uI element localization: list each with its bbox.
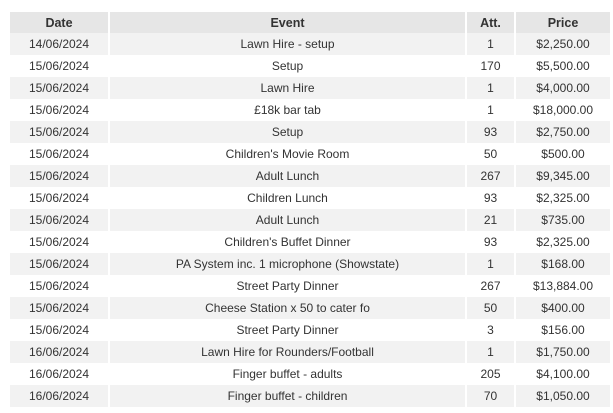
events-table: Date Event Att. Price 14/06/2024 Lawn Hir… bbox=[10, 12, 610, 407]
table-row[interactable]: 15/06/2024 Children's Buffet Dinner 93 $2,3… bbox=[10, 231, 610, 253]
cell-att: 1 bbox=[467, 253, 516, 275]
cell-price: $5,500.00 bbox=[516, 55, 610, 77]
table-row[interactable]: 15/06/2024 £18k bar tab 1 $18,000.00 bbox=[10, 99, 610, 121]
cell-event: Children's Buffet Dinner bbox=[110, 231, 467, 253]
cell-event: Street Party Dinner bbox=[110, 319, 467, 341]
cell-date: 15/06/2024 bbox=[10, 77, 110, 99]
cell-att: 3 bbox=[467, 319, 516, 341]
table-row[interactable]: 15/06/2024 Adult Lunch 21 $735.00 bbox=[10, 209, 610, 231]
cell-event: Lawn Hire - setup bbox=[110, 33, 467, 55]
cell-event: Finger buffet - children bbox=[110, 385, 467, 407]
table-row[interactable]: 15/06/2024 Cheese Station x 50 to cater f… bbox=[10, 297, 610, 319]
cell-price: $18,000.00 bbox=[516, 99, 610, 121]
cell-date: 15/06/2024 bbox=[10, 275, 110, 297]
column-header-price[interactable]: Price bbox=[516, 12, 610, 33]
table-row[interactable]: 15/06/2024 PA System inc. 1 microphone (S… bbox=[10, 253, 610, 275]
cell-event: Lawn Hire bbox=[110, 77, 467, 99]
cell-event: £18k bar tab bbox=[110, 99, 467, 121]
cell-event: Street Party Dinner bbox=[110, 275, 467, 297]
cell-date: 15/06/2024 bbox=[10, 165, 110, 187]
table-row[interactable]: 16/06/2024 Finger buffet - children 70 $1,0… bbox=[10, 385, 610, 407]
cell-att: 93 bbox=[467, 121, 516, 143]
cell-date: 15/06/2024 bbox=[10, 319, 110, 341]
table-row[interactable]: 15/06/2024 Setup 93 $2,750.00 bbox=[10, 121, 610, 143]
table-row[interactable]: 15/06/2024 Children's Movie Room 50 $500.00 bbox=[10, 143, 610, 165]
table-row[interactable]: 15/06/2024 Street Party Dinner 267 $13,884.… bbox=[10, 275, 610, 297]
cell-att: 1 bbox=[467, 99, 516, 121]
table-header: Date Event Att. Price bbox=[10, 12, 610, 33]
cell-date: 16/06/2024 bbox=[10, 363, 110, 385]
cell-att: 1 bbox=[467, 33, 516, 55]
cell-price: $400.00 bbox=[516, 297, 610, 319]
column-header-att[interactable]: Att. bbox=[467, 12, 516, 33]
table-row[interactable]: 14/06/2024 Lawn Hire - setup 1 $2,250.00 bbox=[10, 33, 610, 55]
cell-event: Setup bbox=[110, 55, 467, 77]
cell-att: 21 bbox=[467, 209, 516, 231]
cell-price: $1,750.00 bbox=[516, 341, 610, 363]
table-row[interactable]: 16/06/2024 Finger buffet - adults 205 $4,10… bbox=[10, 363, 610, 385]
cell-att: 50 bbox=[467, 143, 516, 165]
cell-price: $156.00 bbox=[516, 319, 610, 341]
cell-date: 15/06/2024 bbox=[10, 209, 110, 231]
cell-att: 93 bbox=[467, 187, 516, 209]
cell-event: Adult Lunch bbox=[110, 209, 467, 231]
cell-price: $2,750.00 bbox=[516, 121, 610, 143]
cell-price: $168.00 bbox=[516, 253, 610, 275]
cell-event: Adult Lunch bbox=[110, 165, 467, 187]
cell-event: Children's Movie Room bbox=[110, 143, 467, 165]
cell-price: $4,100.00 bbox=[516, 363, 610, 385]
cell-price: $2,325.00 bbox=[516, 187, 610, 209]
header-row: Date Event Att. Price bbox=[10, 12, 610, 33]
events-table-container: Date Event Att. Price 14/06/2024 Lawn Hir… bbox=[10, 12, 610, 407]
cell-date: 16/06/2024 bbox=[10, 341, 110, 363]
cell-date: 15/06/2024 bbox=[10, 231, 110, 253]
cell-price: $9,345.00 bbox=[516, 165, 610, 187]
cell-date: 15/06/2024 bbox=[10, 187, 110, 209]
table-row[interactable]: 16/06/2024 Lawn Hire for Rounders/Footbal… bbox=[10, 341, 610, 363]
cell-event: PA System inc. 1 microphone (Showstate) bbox=[110, 253, 467, 275]
cell-att: 267 bbox=[467, 165, 516, 187]
cell-att: 1 bbox=[467, 77, 516, 99]
cell-date: 15/06/2024 bbox=[10, 143, 110, 165]
cell-att: 70 bbox=[467, 385, 516, 407]
cell-date: 15/06/2024 bbox=[10, 253, 110, 275]
table-row[interactable]: 15/06/2024 Street Party Dinner 3 $156.00 bbox=[10, 319, 610, 341]
table-row[interactable]: 15/06/2024 Children Lunch 93 $2,325.00 bbox=[10, 187, 610, 209]
cell-date: 14/06/2024 bbox=[10, 33, 110, 55]
column-header-date[interactable]: Date bbox=[10, 12, 110, 33]
cell-att: 170 bbox=[467, 55, 516, 77]
cell-date: 15/06/2024 bbox=[10, 99, 110, 121]
cell-att: 1 bbox=[467, 341, 516, 363]
cell-event: Finger buffet - adults bbox=[110, 363, 467, 385]
cell-price: $2,325.00 bbox=[516, 231, 610, 253]
cell-date: 15/06/2024 bbox=[10, 55, 110, 77]
table-row[interactable]: 15/06/2024 Adult Lunch 267 $9,345.00 bbox=[10, 165, 610, 187]
cell-event: Setup bbox=[110, 121, 467, 143]
cell-event: Cheese Station x 50 to cater fo bbox=[110, 297, 467, 319]
table-body: 14/06/2024 Lawn Hire - setup 1 $2,250.00 15/… bbox=[10, 33, 610, 407]
cell-event: Lawn Hire for Rounders/Football bbox=[110, 341, 467, 363]
cell-price: $13,884.00 bbox=[516, 275, 610, 297]
cell-price: $500.00 bbox=[516, 143, 610, 165]
cell-date: 15/06/2024 bbox=[10, 297, 110, 319]
column-header-event[interactable]: Event bbox=[110, 12, 467, 33]
cell-att: 205 bbox=[467, 363, 516, 385]
cell-price: $4,000.00 bbox=[516, 77, 610, 99]
cell-date: 16/06/2024 bbox=[10, 385, 110, 407]
cell-date: 15/06/2024 bbox=[10, 121, 110, 143]
cell-att: 267 bbox=[467, 275, 516, 297]
cell-price: $735.00 bbox=[516, 209, 610, 231]
cell-price: $1,050.00 bbox=[516, 385, 610, 407]
cell-att: 93 bbox=[467, 231, 516, 253]
cell-event: Children Lunch bbox=[110, 187, 467, 209]
table-row[interactable]: 15/06/2024 Setup 170 $5,500.00 bbox=[10, 55, 610, 77]
table-row[interactable]: 15/06/2024 Lawn Hire 1 $4,000.00 bbox=[10, 77, 610, 99]
cell-att: 50 bbox=[467, 297, 516, 319]
cell-price: $2,250.00 bbox=[516, 33, 610, 55]
